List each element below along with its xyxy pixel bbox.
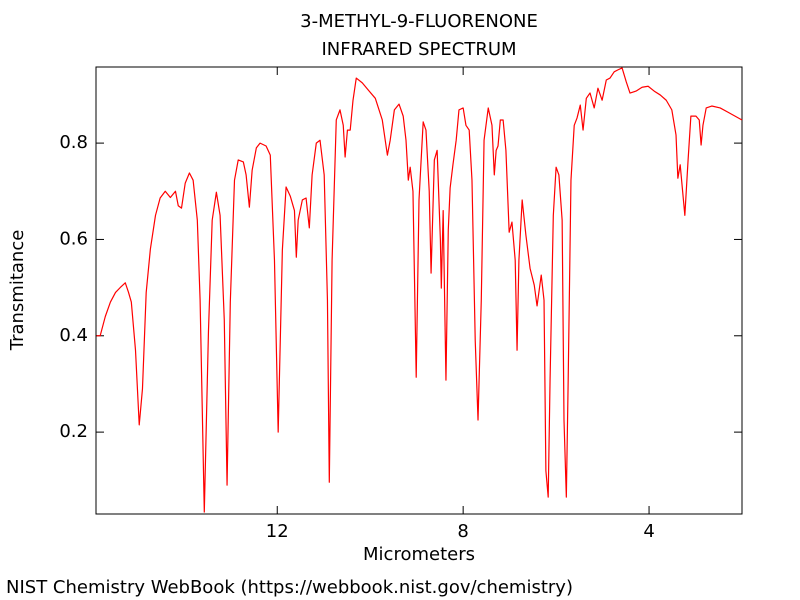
x-tick-label: 12 <box>266 521 289 542</box>
chart-subtitle: INFRARED SPECTRUM <box>321 39 516 60</box>
x-tick-label: 4 <box>643 521 654 542</box>
y-axis-label: Transmitance <box>7 230 28 352</box>
y-tick-label: 0.8 <box>59 132 88 153</box>
x-tick-label: 8 <box>457 521 468 542</box>
y-tick-label: 0.2 <box>59 421 88 442</box>
x-axis-label: Micrometers <box>363 544 475 565</box>
y-tick-label: 0.6 <box>59 228 88 249</box>
spectrum-line <box>96 67 743 513</box>
plot-frame <box>95 66 743 515</box>
y-tick-label: 0.4 <box>59 325 88 346</box>
footer: NIST Chemistry WebBook (https://webbook.… <box>6 577 573 598</box>
chart-title: 3-METHYL-9-FLUORENONE <box>300 11 538 32</box>
